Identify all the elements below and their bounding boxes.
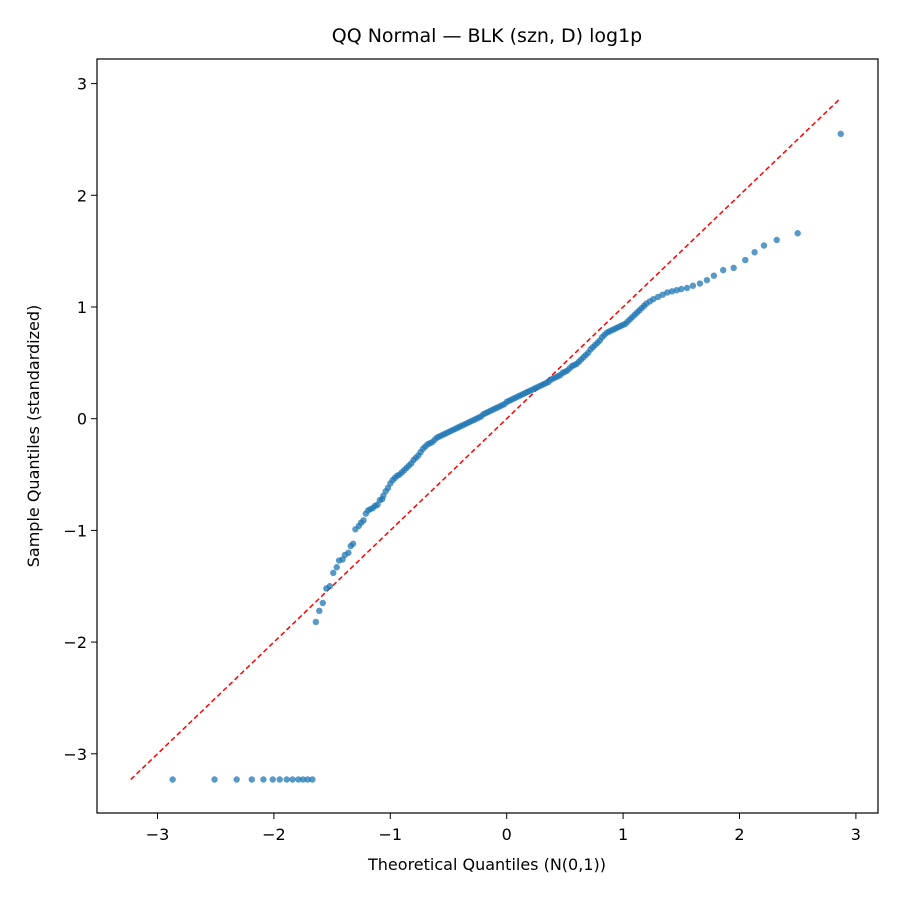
scatter-points-layer bbox=[169, 130, 844, 783]
data-point bbox=[248, 776, 256, 783]
data-point bbox=[319, 599, 327, 607]
data-point bbox=[169, 776, 176, 783]
data-point bbox=[696, 280, 704, 287]
x-tick-label: −1 bbox=[379, 825, 403, 844]
x-tick-label: −3 bbox=[146, 825, 170, 844]
data-point bbox=[326, 583, 333, 590]
data-point bbox=[333, 564, 340, 571]
data-point bbox=[703, 276, 711, 284]
x-axis-ticks: −3 −2 −1 0 1 2 3 bbox=[146, 813, 861, 844]
data-point bbox=[837, 130, 844, 138]
data-point bbox=[730, 264, 737, 272]
data-point bbox=[330, 569, 337, 577]
data-point bbox=[751, 249, 758, 256]
data-point bbox=[211, 776, 218, 783]
data-point bbox=[345, 549, 352, 556]
x-tick-label: 0 bbox=[502, 825, 512, 844]
y-tick-label: −1 bbox=[63, 521, 87, 540]
data-point bbox=[304, 776, 311, 783]
x-tick-label: 2 bbox=[734, 825, 744, 844]
y-tick-label: 0 bbox=[77, 410, 87, 429]
chart-title: QQ Normal — BLK (szn, D) log1p bbox=[332, 25, 643, 47]
data-point bbox=[360, 517, 367, 524]
data-point bbox=[794, 230, 801, 237]
x-tick-label: −2 bbox=[262, 825, 286, 844]
reference-line-layer bbox=[130, 97, 842, 781]
x-tick-label: 1 bbox=[618, 825, 628, 844]
y-tick-label: 2 bbox=[77, 186, 87, 205]
plot-frame bbox=[96, 58, 879, 814]
reference-line bbox=[130, 97, 842, 781]
data-point bbox=[299, 776, 307, 783]
data-point bbox=[295, 776, 302, 783]
data-point bbox=[260, 776, 267, 783]
y-axis-label: Sample Quantiles (standardized) bbox=[24, 305, 43, 567]
data-point bbox=[316, 607, 323, 615]
data-point bbox=[233, 776, 240, 783]
y-tick-label: 3 bbox=[77, 75, 87, 94]
data-point bbox=[773, 236, 780, 244]
data-point bbox=[689, 282, 697, 289]
data-point bbox=[742, 256, 749, 264]
y-tick-label: −3 bbox=[63, 745, 87, 764]
y-axis-ticks: −3 −2 −1 0 1 2 3 bbox=[63, 75, 97, 764]
data-point bbox=[683, 284, 691, 292]
data-point bbox=[349, 540, 357, 547]
x-tick-label: 3 bbox=[851, 825, 861, 844]
data-point bbox=[760, 242, 768, 249]
data-point bbox=[269, 776, 276, 783]
data-point bbox=[719, 266, 727, 274]
data-point bbox=[678, 285, 685, 293]
data-point bbox=[710, 272, 718, 279]
data-point bbox=[276, 776, 283, 783]
data-point bbox=[309, 776, 316, 783]
data-point bbox=[283, 776, 290, 783]
y-tick-label: −2 bbox=[63, 633, 87, 652]
data-point bbox=[312, 618, 320, 626]
y-tick-label: 1 bbox=[77, 298, 87, 317]
x-axis-label: Theoretical Quantiles (N(0,1)) bbox=[367, 855, 606, 874]
data-point bbox=[289, 776, 296, 783]
